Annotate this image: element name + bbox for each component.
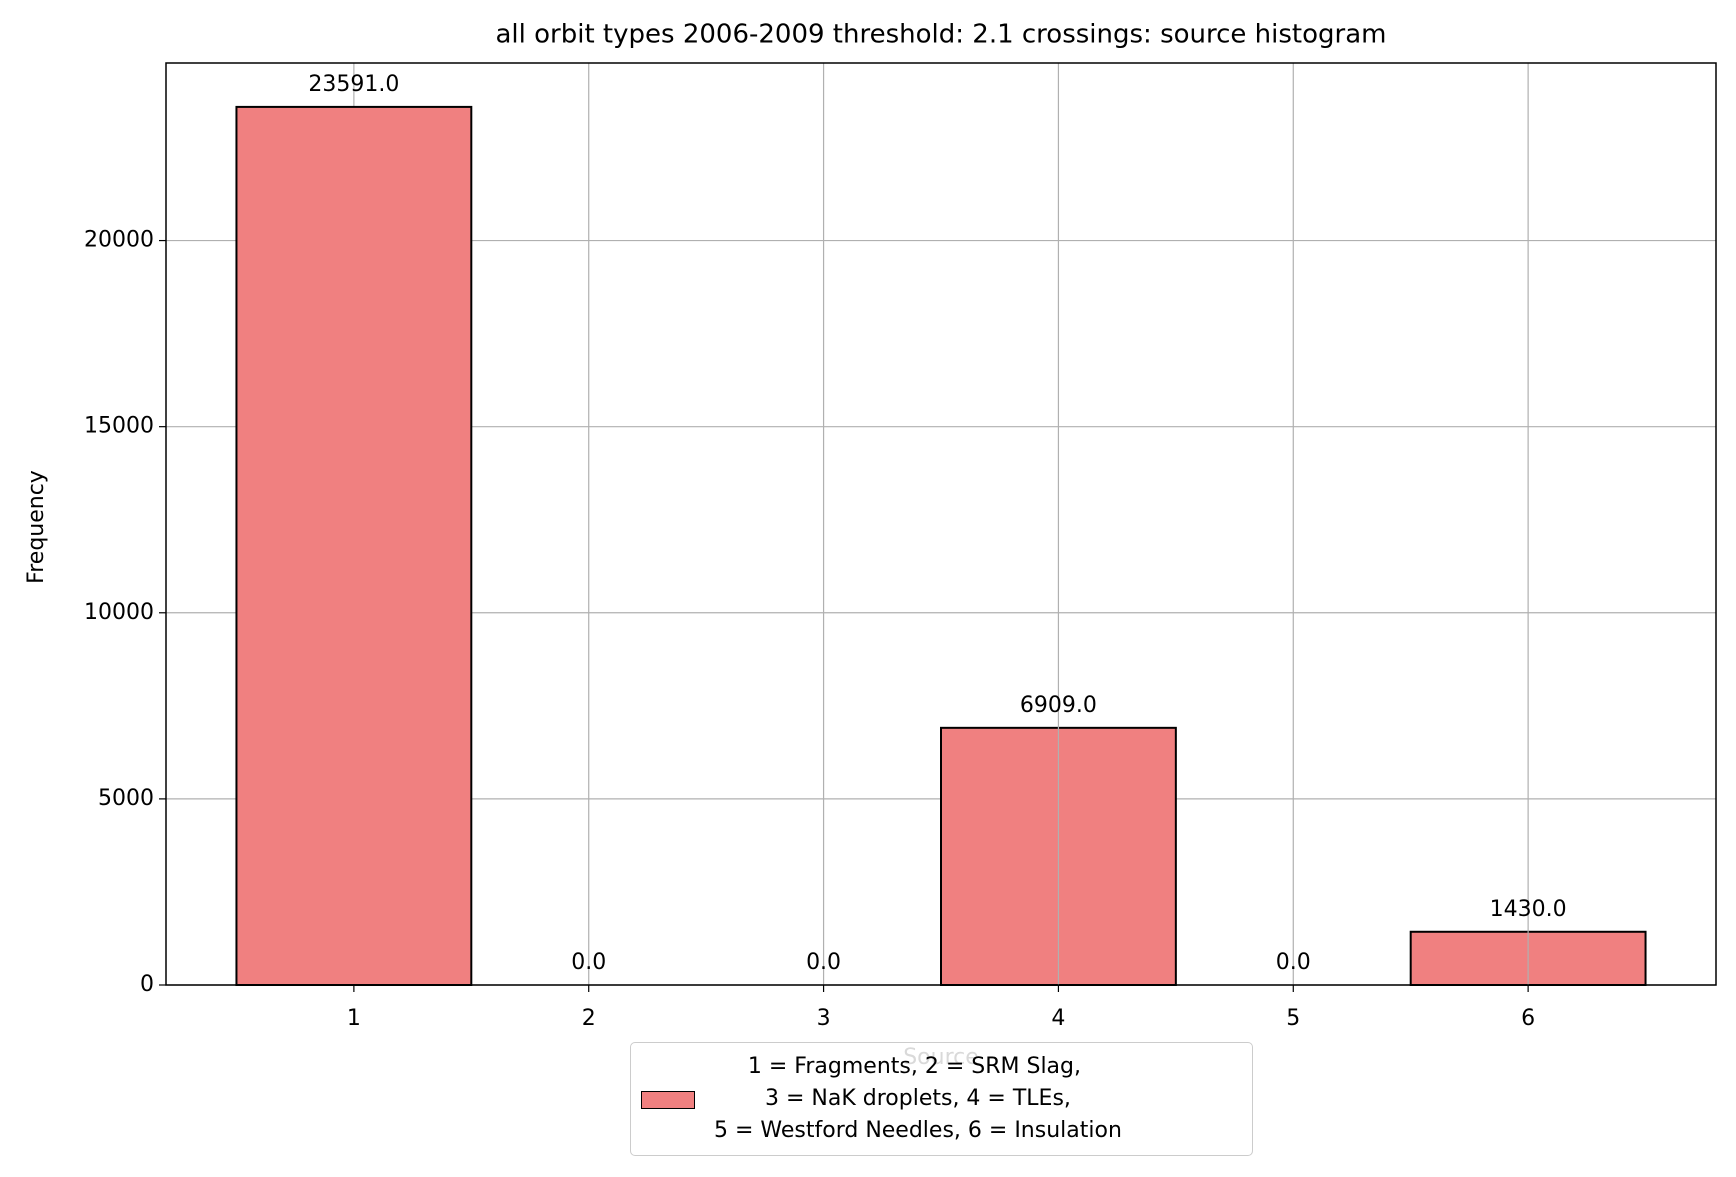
chart-title: all orbit types 2006-2009 threshold: 2.1… [496, 20, 1387, 50]
x-tick-label: 2 [582, 1006, 596, 1031]
x-tick-label: 4 [1051, 1006, 1065, 1031]
data-label: 0.0 [571, 950, 606, 975]
y-tick-label: 10000 [84, 600, 154, 625]
x-tick-label: 6 [1521, 1006, 1535, 1031]
y-tick-label: 20000 [84, 228, 154, 253]
x-tick-label: 3 [817, 1006, 831, 1031]
data-label: 0.0 [806, 950, 841, 975]
data-label: 6909.0 [1020, 693, 1097, 718]
bar [235, 105, 473, 986]
data-label: 0.0 [1276, 950, 1311, 975]
legend-swatch [641, 1091, 695, 1109]
data-label: 1430.0 [1490, 897, 1567, 922]
legend-label: 1 = Fragments, 2 = SRM Slag, 3 = NaK dro… [713, 1054, 1122, 1143]
x-tick-label: 5 [1286, 1006, 1300, 1031]
y-tick-label: 0 [140, 972, 154, 997]
x-tick-label: 1 [347, 1006, 361, 1031]
legend: 1 = Fragments, 2 = SRM Slag, 3 = NaK dro… [630, 1042, 1253, 1156]
data-label: 23591.0 [308, 72, 399, 97]
y-axis-label: Frequency [24, 470, 49, 584]
plot-frame [165, 62, 1717, 986]
y-tick-label: 15000 [84, 414, 154, 439]
y-tick-label: 5000 [98, 786, 154, 811]
